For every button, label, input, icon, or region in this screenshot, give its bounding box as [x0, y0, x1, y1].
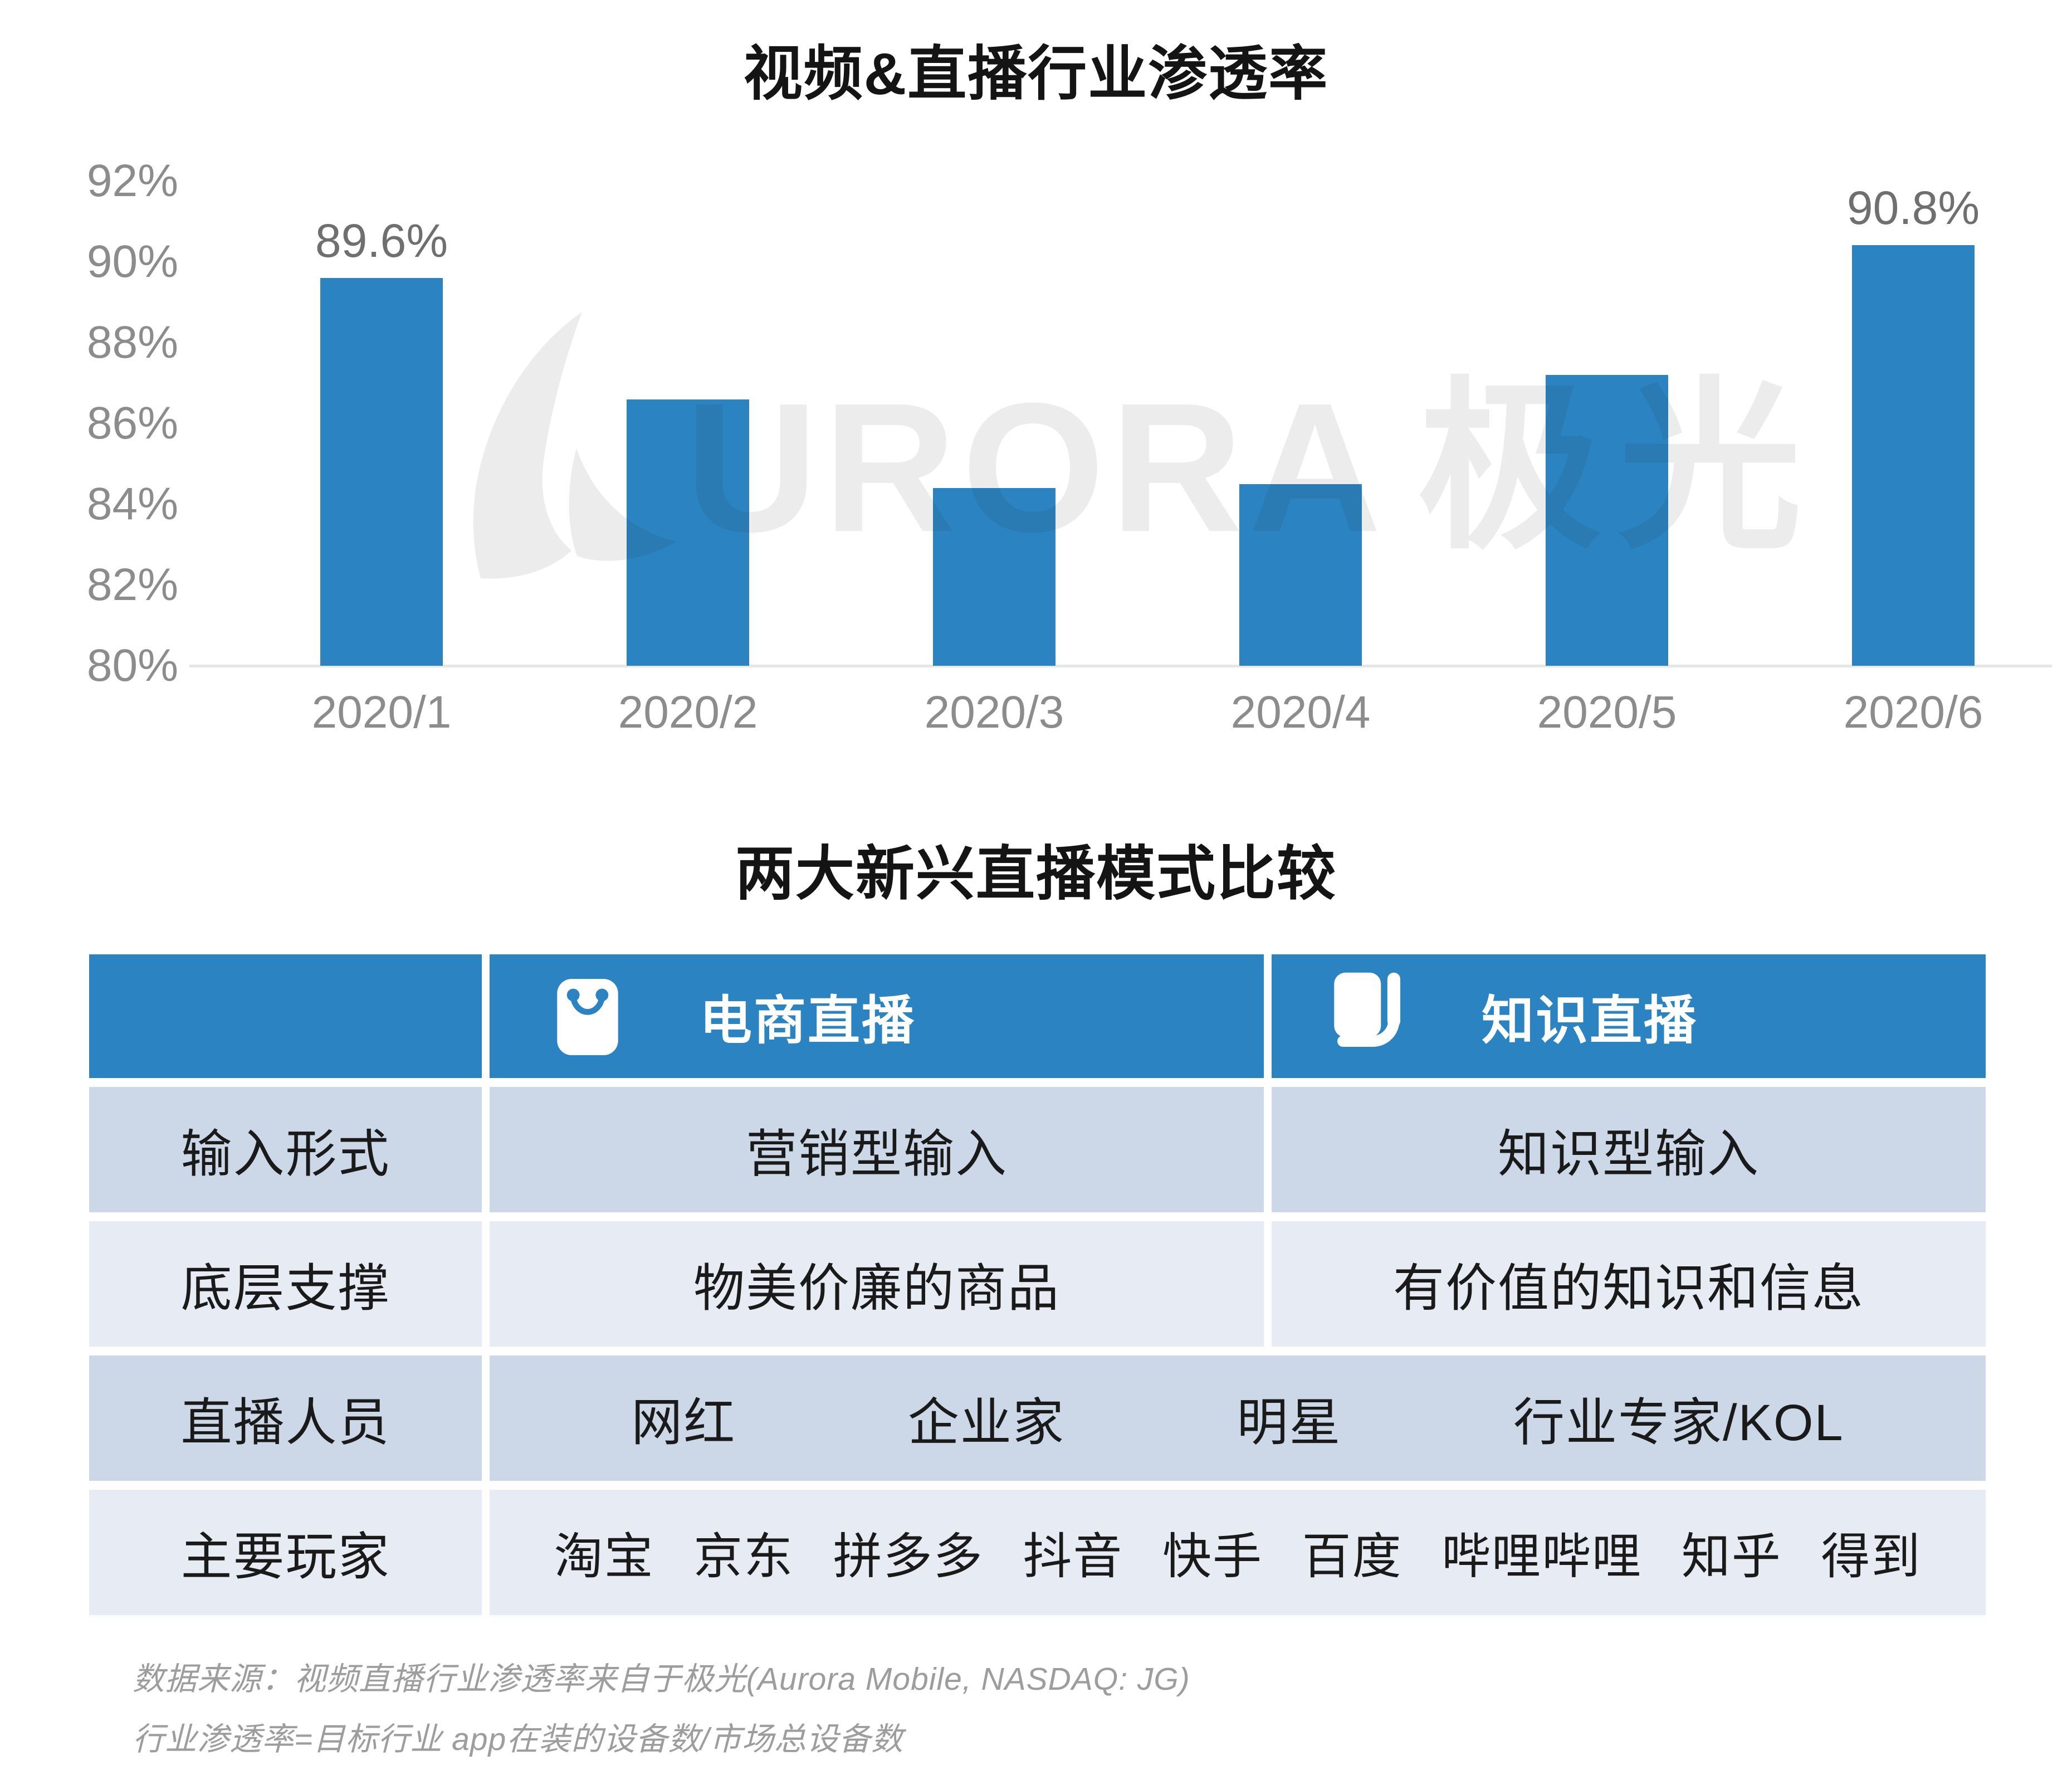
- x-axis: 2020/1 2020/2 2020/3 2020/4 2020/5 2020/6: [228, 686, 2066, 739]
- table-title: 两大新兴直播模式比较: [735, 841, 1337, 907]
- comparison-table: 电商直播 知识直播 输入形式 营销型输入 知识型输入底层支撑 物美价廉的商品 有价值的知…: [89, 954, 1986, 1615]
- table-cell-1-0: 物美价廉的商品: [490, 1221, 1264, 1347]
- y-axis-tick-label: 82%: [86, 559, 178, 610]
- table-cell-0-1: 知识型输入: [1272, 1087, 1986, 1212]
- merged-cell-item: 抖音: [1023, 1529, 1123, 1584]
- row-label-1: 底层支撑: [89, 1221, 482, 1347]
- y-axis-tick-label: 84%: [86, 479, 178, 529]
- merged-cell-item: 哔哩哔哩: [1441, 1529, 1643, 1584]
- row-label-2: 直播人员: [89, 1355, 482, 1481]
- bar-value-label: 89.6%: [315, 214, 448, 267]
- x-axis-tick-label: 2020/4: [1230, 687, 1371, 738]
- bar-2020-3: [933, 488, 1055, 666]
- bar-slot: [841, 181, 1147, 666]
- header-label-knowledge: 知识直播: [1482, 991, 1698, 1050]
- y-axis-tick-label: 88%: [86, 317, 178, 368]
- x-axis-tick-label: 2020/6: [1843, 687, 1983, 738]
- bar-series: 89.6% 90.8%: [228, 181, 2066, 666]
- book-icon: [1334, 972, 1401, 1047]
- table-header-ecommerce: 电商直播: [490, 954, 1264, 1078]
- bar-slot: [535, 181, 841, 666]
- bar-slot: [1147, 181, 1454, 666]
- bar-2020-4: [1239, 484, 1362, 666]
- y-axis-tick-label: 92%: [86, 155, 178, 206]
- table-merged-cell-2: 网红 企业家 明星 行业专家/KOL: [490, 1355, 1986, 1481]
- table-cell-1-1: 有价值的知识和信息: [1272, 1221, 1986, 1347]
- bar-2020-6: [1852, 245, 1975, 666]
- merged-cell-item: 行业专家/KOL: [1513, 1394, 1844, 1451]
- merged-cell-item: 拼多多: [833, 1529, 984, 1584]
- merged-cell-item: 得到: [1821, 1529, 1922, 1584]
- bar-value-label: 90.8%: [1846, 182, 1980, 234]
- bar-slot: 89.6%: [228, 181, 535, 666]
- table-header-knowledge: 知识直播: [1272, 954, 1986, 1078]
- row-label-3: 主要玩家: [89, 1490, 482, 1615]
- merged-cell-item: 企业家: [907, 1394, 1065, 1451]
- merged-cell-item: 京东: [693, 1529, 794, 1584]
- bar-2020-2: [627, 399, 749, 666]
- table-header-empty-cell: [89, 954, 482, 1078]
- merged-cell-item: 网红: [631, 1394, 736, 1451]
- shopping-bag-icon: [557, 979, 618, 1055]
- merged-cell-item: 百度: [1302, 1529, 1402, 1584]
- table-cell-0-0: 营销型输入: [490, 1087, 1264, 1212]
- merged-cell-item: 快手: [1162, 1529, 1263, 1584]
- header-group-ecommerce: 电商直播: [490, 969, 916, 1063]
- x-axis-tick-label: 2020/3: [924, 687, 1064, 738]
- x-axis-tick-label: 2020/1: [311, 687, 452, 738]
- x-axis-tick-label: 2020/5: [1537, 687, 1677, 738]
- x-axis-line: [189, 665, 2052, 667]
- bar-slot: [1454, 181, 1760, 666]
- footnote-source: 数据来源：视频直播行业渗透率来自于极光(Aurora Mobile, NASDA…: [133, 1661, 1190, 1697]
- x-axis-tick-label: 2020/2: [618, 687, 758, 738]
- merged-cell-item: 淘宝: [554, 1529, 654, 1584]
- table-merged-cell-3: 淘宝 京东 拼多多 抖音 快手 百度 哔哩哔哩 知乎 得到: [490, 1490, 1986, 1615]
- header-label-ecommerce: 电商直播: [700, 991, 916, 1050]
- row-label-0: 输入形式: [89, 1087, 482, 1212]
- bar-2020-5: [1546, 375, 1668, 666]
- footnote-definition: 行业渗透率=目标行业 app在装的设备数/市场总设备数: [133, 1722, 904, 1757]
- y-axis-tick-label: 86%: [86, 398, 178, 448]
- bar-2020-1: [320, 278, 443, 666]
- y-axis-tick-label: 80%: [86, 640, 178, 691]
- bar-slot: 90.8%: [1760, 181, 2066, 666]
- footnotes: 数据来源：视频直播行业渗透率来自于极光(Aurora Mobile, NASDA…: [133, 1649, 1190, 1769]
- y-axis-tick-label: 90%: [86, 236, 178, 287]
- header-group-knowledge: 知识直播: [1272, 969, 1698, 1063]
- merged-cell-item: 知乎: [1681, 1529, 1782, 1584]
- chart-title: 视频&直播行业渗透率: [743, 41, 1329, 107]
- merged-cell-item: 明星: [1237, 1394, 1342, 1451]
